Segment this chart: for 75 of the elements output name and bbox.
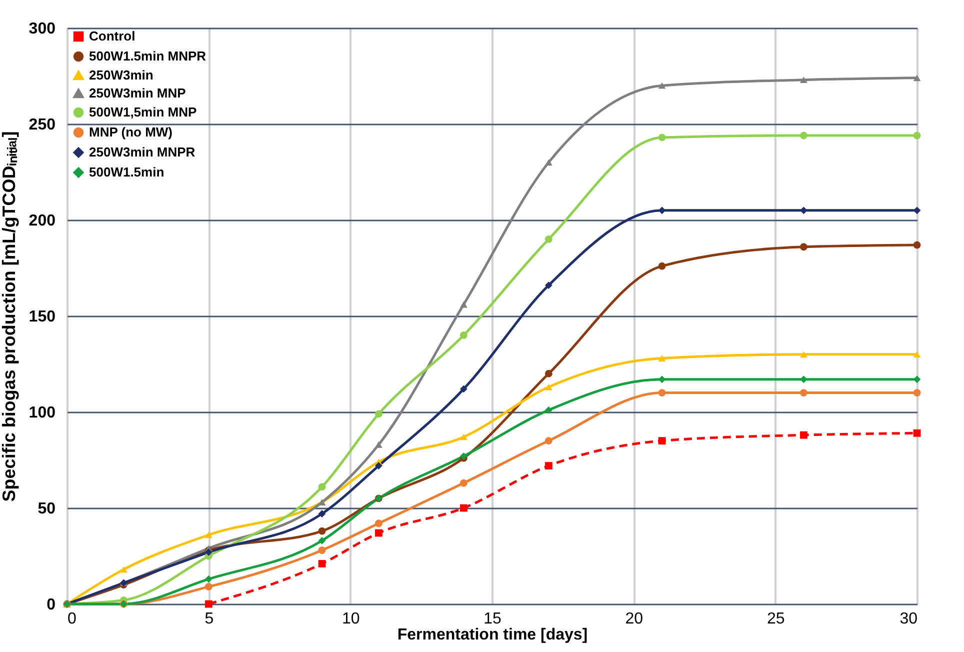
y-axis-title: Specific biogas production [mL/gTCODᵢₙᵢₜᵢₐₗ] xyxy=(0,131,19,502)
point xyxy=(913,429,921,437)
point xyxy=(544,159,552,166)
point xyxy=(318,546,326,554)
legend-label: 500W1.5min xyxy=(89,164,164,180)
point xyxy=(318,560,326,568)
x-tick-label: 30 xyxy=(900,610,918,628)
point xyxy=(544,462,552,470)
point xyxy=(374,441,382,448)
point xyxy=(800,351,808,358)
point xyxy=(800,76,808,84)
y-tick-label: 0 xyxy=(46,596,56,614)
point xyxy=(658,82,666,89)
legend-label: Control xyxy=(89,28,136,44)
point xyxy=(800,132,808,140)
y-tick-label: 50 xyxy=(38,500,56,518)
point xyxy=(204,532,212,538)
x-tick-label: 0 xyxy=(68,610,76,628)
point xyxy=(460,301,468,308)
point xyxy=(460,479,468,487)
legend-label: 250W3min MNP xyxy=(89,86,186,100)
point xyxy=(544,437,552,444)
point xyxy=(544,406,552,414)
point xyxy=(913,74,921,82)
legend-label: 250W3min MNPR xyxy=(89,144,196,160)
point xyxy=(204,575,212,583)
legend-label: MNP (no MW) xyxy=(89,124,173,140)
point xyxy=(658,262,666,270)
y-tick-label: 150 xyxy=(28,308,56,326)
point xyxy=(913,351,921,358)
point xyxy=(318,483,326,491)
y-tick-label: 100 xyxy=(28,404,56,422)
point xyxy=(658,355,666,362)
point xyxy=(658,389,666,396)
point xyxy=(374,529,382,537)
point xyxy=(800,243,808,251)
point xyxy=(913,206,921,214)
point xyxy=(374,410,382,418)
y-tick-label: 200 xyxy=(28,212,56,230)
point xyxy=(318,536,326,544)
x-tick-label: 5 xyxy=(204,610,214,628)
point xyxy=(913,376,921,384)
point xyxy=(460,434,468,440)
point xyxy=(800,431,808,439)
point xyxy=(658,376,666,384)
legend-label: 500W1.5min MNPR xyxy=(89,48,207,64)
legend-label: 500W1,5min MNP xyxy=(89,104,197,120)
y-tick-label: 250 xyxy=(28,116,56,134)
point xyxy=(544,236,552,243)
point xyxy=(460,385,468,393)
point xyxy=(658,134,666,142)
point xyxy=(120,566,128,573)
point xyxy=(374,520,382,528)
point xyxy=(658,206,666,214)
point xyxy=(913,132,921,140)
y-tick-label: 300 xyxy=(28,20,56,38)
x-axis-title: Fermentation time [days] xyxy=(397,626,588,644)
x-tick-label: 10 xyxy=(342,610,360,628)
point xyxy=(544,282,552,289)
legend-label: 250W3min xyxy=(89,68,154,82)
x-tick-label: 25 xyxy=(766,610,785,628)
x-tick-label: 15 xyxy=(484,610,502,628)
point xyxy=(913,241,921,249)
point xyxy=(460,504,468,512)
point xyxy=(318,527,326,535)
point xyxy=(374,462,382,470)
point xyxy=(913,389,921,396)
point xyxy=(544,384,552,390)
point xyxy=(800,389,808,396)
point xyxy=(204,583,212,590)
point xyxy=(460,332,468,339)
point xyxy=(544,370,552,378)
x-tick-label: 20 xyxy=(625,610,644,628)
point xyxy=(658,437,666,445)
point xyxy=(204,600,212,608)
